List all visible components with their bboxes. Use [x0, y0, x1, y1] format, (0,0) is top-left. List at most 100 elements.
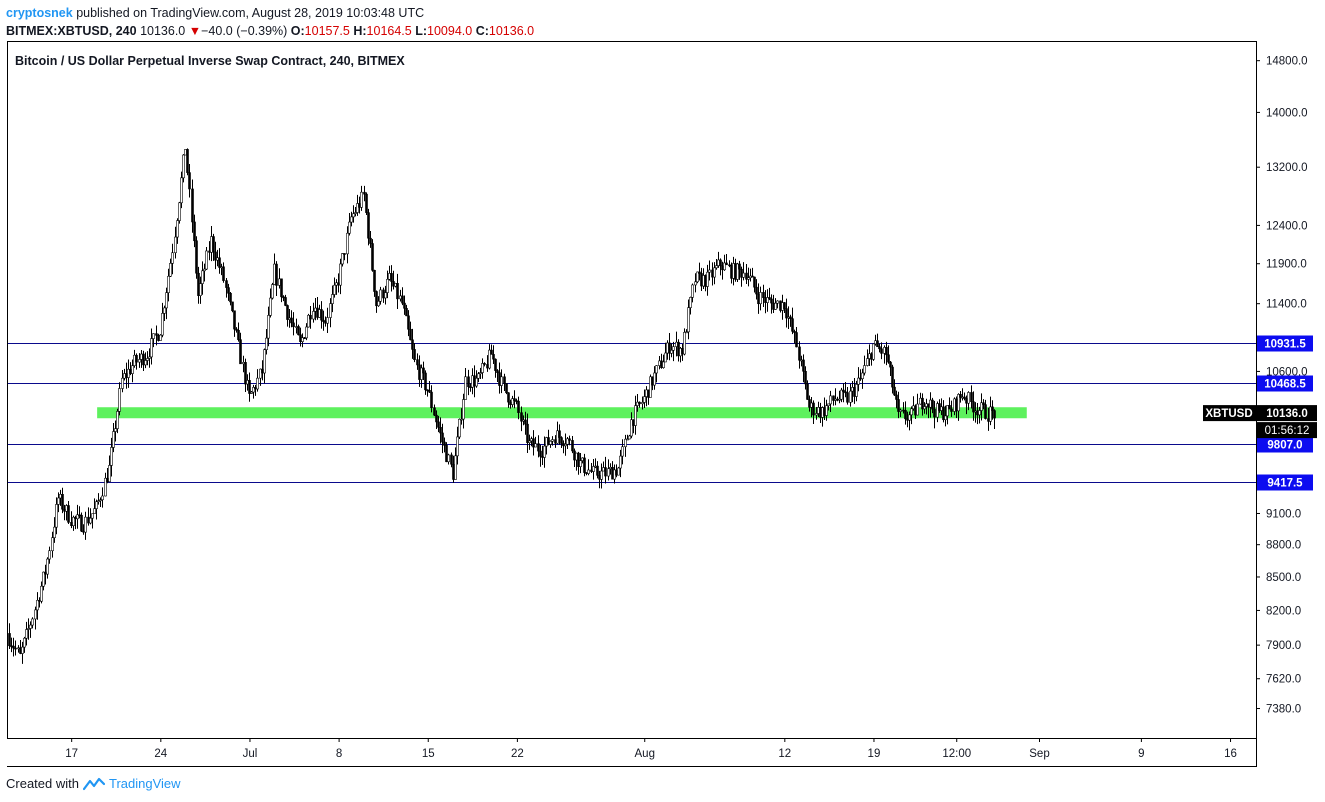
candle-body	[384, 292, 387, 299]
candle-body	[367, 212, 370, 239]
price-axis[interactable]: 14800.0 14000.0 13200.0 12400.0 11900.0 11400…	[1256, 56, 1308, 716]
candle-body	[885, 347, 888, 356]
candle-body	[267, 315, 270, 339]
y-tick-label: 8800.0	[1266, 540, 1301, 552]
candle-body	[218, 257, 221, 268]
candle-body	[193, 221, 196, 242]
author-link[interactable]: cryptosnek	[6, 6, 73, 20]
candle-body	[840, 389, 843, 400]
candle-body	[420, 367, 423, 380]
candle-body	[887, 354, 890, 363]
candle-body	[29, 624, 32, 629]
candle-body	[55, 504, 58, 528]
candle-body	[571, 440, 574, 452]
candle-body	[543, 445, 546, 458]
y-tick-label: 11900.0	[1266, 259, 1307, 271]
candle-body	[89, 517, 92, 524]
candle-body	[167, 275, 170, 293]
candle-body	[783, 302, 786, 309]
time-axis[interactable]: 17 24 Jul 8 15 22 Aug 12 19 12:00 Sep 9 16	[65, 738, 1237, 760]
candle-body	[95, 501, 98, 509]
candle-body	[653, 372, 656, 386]
candle-body	[205, 250, 208, 270]
candle-body	[101, 495, 104, 501]
candle-body	[982, 402, 985, 405]
x-tick-label: Aug	[635, 748, 655, 760]
candle-body	[239, 339, 242, 365]
candle-body	[477, 373, 480, 379]
candle-body	[284, 297, 287, 306]
symbol-label: BITMEX:XBTUSD, 240	[6, 24, 137, 38]
candle-body	[65, 505, 68, 512]
candle-body	[74, 516, 77, 520]
candle-body	[825, 405, 828, 416]
candle-body	[643, 396, 646, 403]
candle-body	[36, 599, 39, 611]
candle-body	[492, 354, 495, 360]
candle-body	[500, 376, 503, 386]
support-zone[interactable]	[97, 407, 1027, 419]
candle-body	[430, 391, 433, 409]
candle-body	[959, 394, 962, 398]
candle-body	[297, 326, 300, 336]
x-tick-label: 15	[422, 748, 435, 760]
candle-body	[309, 314, 312, 320]
y-tick-label: 8500.0	[1266, 572, 1301, 584]
candle-body	[708, 269, 711, 273]
y-tick-label: 9100.0	[1266, 508, 1301, 520]
candle-body	[774, 302, 777, 310]
candle-body	[184, 149, 187, 156]
candle-body	[596, 465, 599, 476]
candles	[8, 148, 996, 664]
candle-body	[110, 447, 113, 466]
candle-body	[163, 307, 166, 314]
tradingview-brand-link[interactable]: TradingView	[108, 776, 181, 791]
candle-body	[82, 530, 85, 533]
candle-body	[910, 408, 913, 416]
candle-body	[148, 356, 151, 359]
candle-body	[462, 399, 465, 420]
candle-body	[275, 263, 278, 286]
candle-body	[252, 387, 255, 393]
candle-body	[957, 394, 960, 412]
x-tick-label: 17	[65, 748, 78, 760]
candle-body	[244, 362, 247, 385]
candle-body	[186, 149, 189, 173]
candle-body	[948, 405, 951, 410]
candle-body	[104, 477, 107, 497]
candle-body	[343, 253, 346, 255]
candle-body	[127, 368, 130, 378]
candle-body	[152, 333, 155, 339]
candle-body	[271, 284, 274, 299]
level-price-label: 9807.0	[1267, 440, 1302, 452]
candle-body	[600, 470, 603, 480]
candle-body	[78, 514, 81, 517]
candle-body	[505, 383, 508, 394]
candle-body	[220, 266, 223, 269]
candle-body	[802, 359, 805, 372]
candle-body	[534, 443, 537, 448]
candle-body	[558, 430, 561, 438]
candle-body	[31, 618, 34, 626]
chart-header: cryptosnek published on TradingView.com,…	[6, 4, 534, 40]
y-tick-label: 7380.0	[1266, 704, 1301, 716]
bar-countdown-tag	[1257, 422, 1317, 439]
candle-body	[878, 346, 881, 350]
candle-body	[237, 329, 240, 340]
candle-body	[373, 270, 376, 292]
change-down-icon: ▼	[188, 24, 202, 38]
x-tick-label: 19	[868, 748, 881, 760]
candle-body	[736, 263, 739, 280]
candle-body	[322, 319, 325, 322]
level-price-label: 10468.5	[1264, 379, 1306, 391]
candle-body	[838, 398, 841, 401]
candle-body	[265, 337, 268, 350]
candle-body	[348, 221, 351, 234]
candle-body	[488, 349, 491, 369]
candle-body	[458, 418, 461, 438]
candle-body	[687, 307, 690, 333]
publish-info: cryptosnek published on TradingView.com,…	[6, 4, 534, 22]
candle-body	[670, 349, 673, 354]
candle-body	[551, 439, 554, 442]
